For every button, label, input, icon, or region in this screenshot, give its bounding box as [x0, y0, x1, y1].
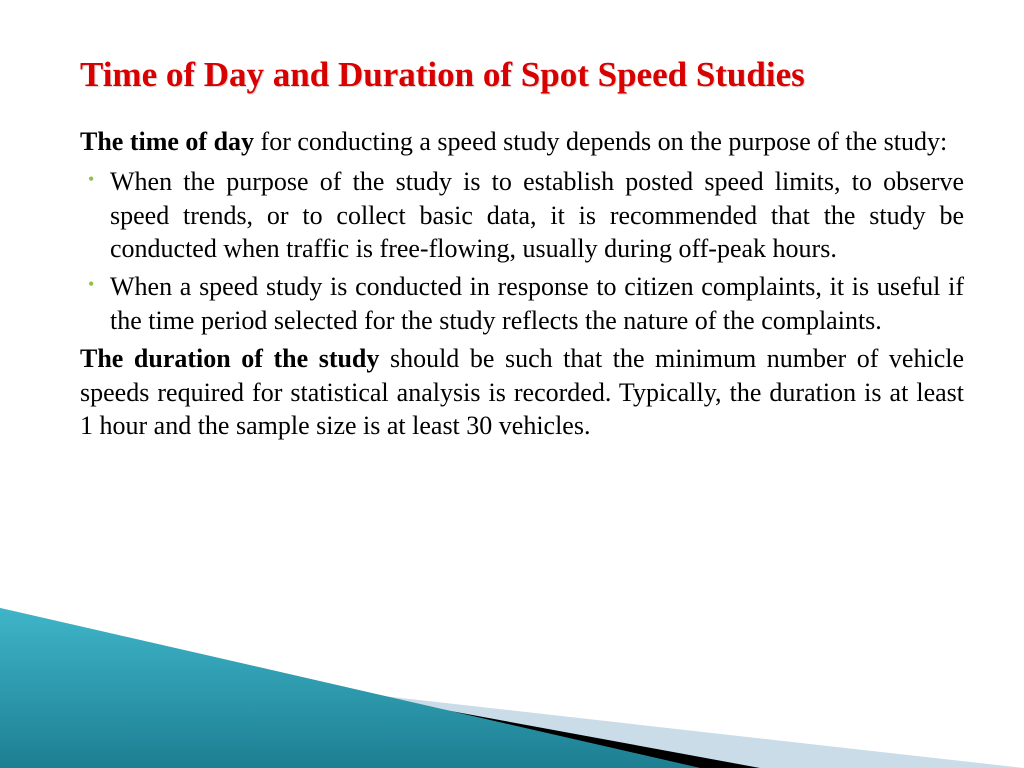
bullet-list: When the purpose of the study is to esta…	[80, 165, 964, 338]
list-item: When a speed study is conducted in respo…	[102, 270, 964, 338]
list-item: When the purpose of the study is to esta…	[102, 165, 964, 266]
slide-title: Time of Day and Duration of Spot Speed S…	[80, 55, 964, 95]
intro-lead: The time of day	[80, 127, 254, 156]
intro-paragraph: The time of day for conducting a speed s…	[80, 125, 964, 159]
slide: Time of Day and Duration of Spot Speed S…	[0, 0, 1024, 768]
slide-content: The time of day for conducting a speed s…	[80, 125, 964, 443]
corner-decor-icon	[0, 588, 1024, 768]
intro-rest: for conducting a speed study depends on …	[254, 127, 947, 156]
duration-paragraph: The duration of the study should be such…	[80, 342, 964, 443]
duration-lead: The duration of the study	[80, 344, 379, 373]
